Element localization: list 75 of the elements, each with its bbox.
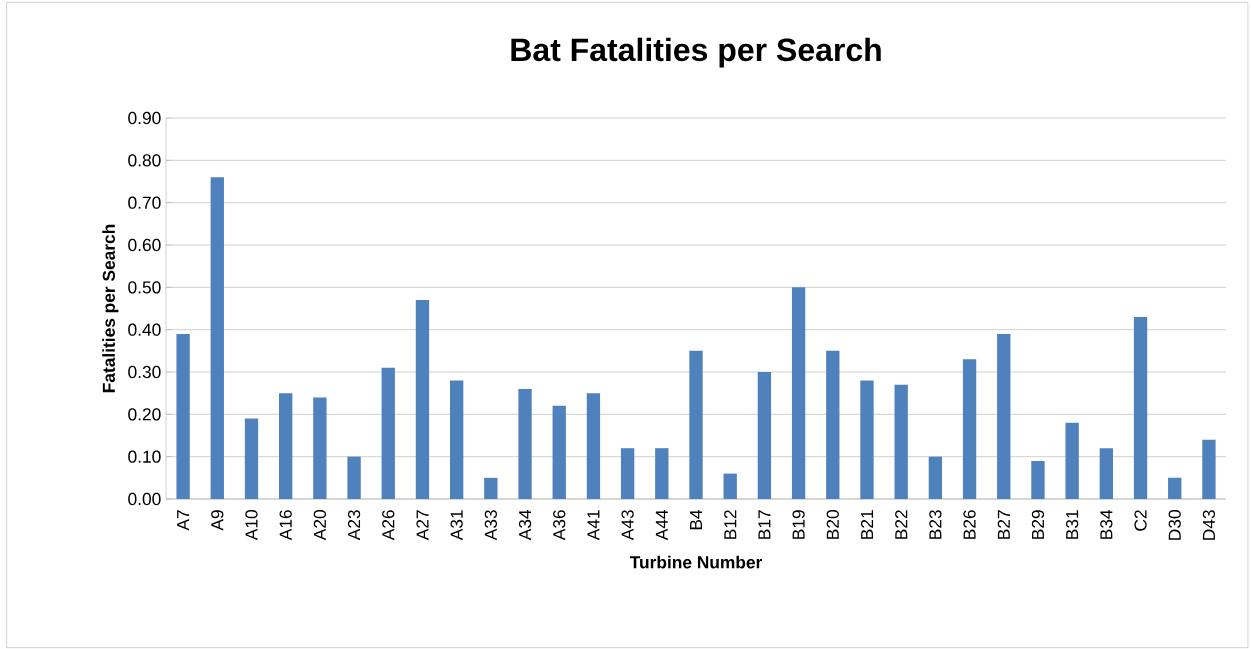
x-tick-label: A44 — [655, 509, 668, 541]
bar — [723, 473, 737, 499]
y-tick-label: 0.00 — [128, 492, 161, 506]
x-tick-label: A23 — [347, 510, 361, 541]
bar — [962, 359, 977, 499]
bar — [689, 350, 703, 499]
bar — [620, 448, 635, 499]
bar — [791, 287, 806, 499]
x-tick-label: D30 — [1168, 510, 1181, 540]
x-tick-label: A7 — [177, 510, 190, 531]
y-tick-label: 0.40 — [128, 323, 161, 336]
y-axis-title: Fatalities per Search — [102, 224, 119, 393]
y-tick-label: 0.70 — [128, 196, 161, 209]
bar — [552, 405, 566, 499]
bar — [860, 380, 874, 499]
bar — [1065, 422, 1079, 499]
bar — [586, 393, 601, 499]
bar — [1031, 460, 1045, 499]
x-tick-label: A34 — [518, 509, 532, 541]
y-tick-label: 0.30 — [128, 365, 161, 379]
bar — [928, 456, 943, 499]
bar — [1202, 439, 1216, 499]
bar — [757, 372, 772, 499]
x-tick-label: A31 — [450, 510, 463, 541]
x-axis-title: Turbine Number — [629, 555, 763, 569]
y-tick-label: 0.60 — [128, 238, 161, 252]
x-tick-label: B21 — [860, 510, 874, 539]
x-tick-label: B31 — [1066, 510, 1079, 539]
bar — [894, 384, 908, 499]
y-tick-label: 0.20 — [128, 408, 161, 421]
chart-title: Bat Fatalities per Search — [511, 37, 881, 68]
bar — [347, 456, 361, 499]
x-tick-label: B17 — [758, 510, 771, 539]
bar — [381, 367, 395, 499]
x-tick-label: A16 — [279, 510, 292, 541]
bar — [176, 333, 190, 499]
y-tick-label: 0.10 — [128, 450, 161, 463]
bar — [1133, 316, 1148, 499]
bar — [518, 388, 532, 499]
bar — [484, 477, 498, 499]
x-tick-label: B20 — [826, 510, 839, 539]
x-tick-label: C2 — [1134, 510, 1147, 531]
x-tick-label: D43 — [1202, 510, 1216, 540]
x-tick-label: A9 — [211, 510, 224, 531]
x-tick-label: B19 — [792, 510, 805, 539]
x-tick-label: A36 — [553, 510, 566, 541]
x-tick-label: B4 — [690, 509, 702, 530]
y-tick-label: 0.90 — [128, 111, 161, 125]
x-tick-label: B26 — [963, 510, 976, 539]
bar — [244, 418, 259, 499]
x-tick-label: B22 — [895, 510, 908, 539]
bar — [655, 448, 669, 499]
x-tick-label: B23 — [929, 510, 942, 539]
x-tick-label: A41 — [587, 510, 600, 541]
y-tick-label: 0.50 — [128, 281, 161, 294]
x-tick-label: A20 — [313, 510, 327, 541]
y-tick-label: 0.80 — [128, 154, 161, 167]
x-tick-label: B29 — [1031, 510, 1045, 539]
x-tick-label: B34 — [1100, 509, 1113, 539]
x-tick-label: A10 — [245, 510, 258, 541]
x-tick-label: A26 — [382, 510, 395, 541]
bar — [210, 177, 224, 499]
bar — [826, 350, 840, 499]
bar — [1099, 448, 1114, 499]
x-tick-label: A33 — [484, 510, 497, 541]
x-tick-label: B27 — [997, 510, 1010, 539]
bar — [449, 380, 464, 499]
bar — [415, 300, 430, 499]
bar — [1168, 477, 1182, 499]
bar — [997, 333, 1011, 499]
bar — [279, 393, 293, 499]
bar — [313, 397, 327, 499]
x-tick-label: A43 — [621, 510, 634, 541]
x-tick-label: A27 — [416, 510, 429, 541]
x-tick-label: B12 — [724, 510, 737, 539]
